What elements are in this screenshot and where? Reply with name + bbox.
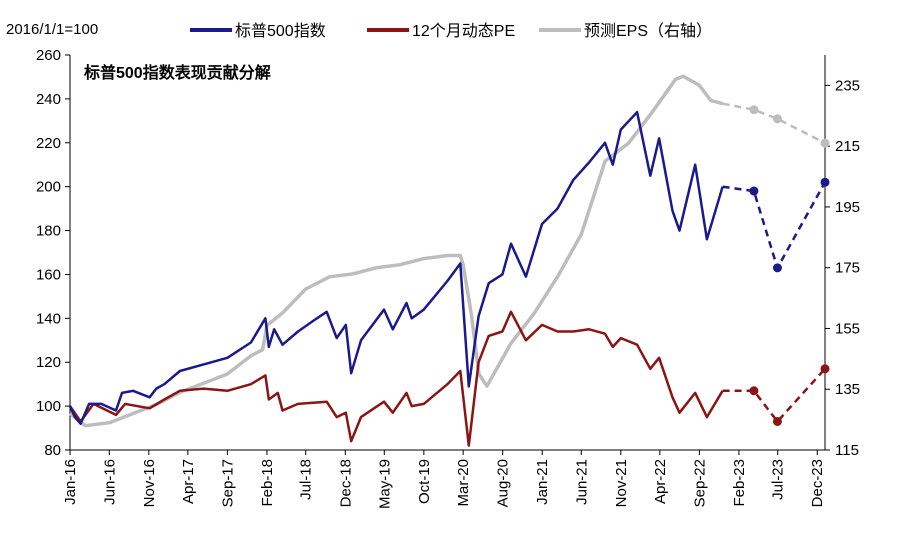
x-tick-label: Sep-17 (219, 459, 236, 507)
forecast-point-eps (820, 138, 830, 148)
y-right-tick-label: 215 (835, 138, 860, 155)
y-right-tick-label: 115 (835, 442, 859, 459)
x-tick-label: Nov-21 (613, 459, 630, 507)
y-left-tick-label: 260 (36, 47, 61, 64)
x-tick-label: Oct-19 (416, 459, 433, 504)
x-tick-label: Jun-21 (573, 459, 590, 505)
x-tick-label: Feb-23 (731, 459, 748, 507)
forecast-point-pe (772, 416, 782, 426)
chart-title: 标普500指数表现贡献分解 (83, 63, 271, 82)
legend-label-pe: 12个月动态PE (412, 22, 515, 40)
y-left-tick-label: 180 (36, 223, 61, 240)
x-tick-label: Jun-16 (101, 459, 118, 505)
y-right-tick-label: 135 (835, 381, 860, 398)
series-line-sp500 (68, 110, 724, 425)
series-forecast-eps (722, 102, 826, 145)
x-tick-label: Apr-17 (180, 459, 197, 504)
forecast-point-sp500 (820, 177, 830, 187)
y-left-tick-label: 100 (36, 398, 61, 415)
y-right-tick-label: 235 (835, 77, 860, 94)
x-tick-label: Jul-23 (770, 459, 787, 500)
y-right-tick-label: 175 (835, 260, 860, 277)
x-tick-label: Jan-16 (62, 459, 79, 505)
y-left-tick-label: 120 (36, 354, 61, 371)
x-tick-label: Dec-18 (337, 459, 354, 507)
forecast-point-sp500 (749, 186, 759, 196)
forecast-point-sp500 (772, 263, 782, 273)
y-left-tick-label: 160 (36, 266, 61, 283)
y-left-tick-label: 140 (36, 310, 61, 327)
axis-ticks: 80 100 120 140 160 180 200 220 240 260 115 135 155 17… (36, 47, 860, 509)
x-tick-label: Aug-20 (495, 459, 512, 507)
y-right-tick-label: 155 (835, 320, 860, 337)
y-left-tick-label: 220 (36, 135, 61, 152)
y-right-tick-label: 195 (835, 199, 860, 216)
x-tick-label: Apr-22 (652, 459, 669, 504)
base-note: 2016/1/1=100 (6, 21, 98, 38)
forecast-point-eps (772, 114, 782, 124)
series-forecast-pe (722, 367, 826, 424)
x-tick-label: Dec-23 (809, 459, 826, 507)
y-left-tick-label: 200 (36, 179, 61, 196)
legend-label-eps: 预测EPS（右轴） (584, 22, 712, 40)
forecast-point-eps (749, 105, 759, 115)
legend: 标普500指数 12个月动态PE 预测EPS（右轴） (190, 22, 712, 40)
forecast-point-pe (749, 386, 759, 396)
y-left-tick-label: 80 (44, 442, 61, 459)
forecast-point-pe (820, 364, 830, 374)
series-forecast-sp500 (722, 181, 827, 272)
x-tick-label: Mar-20 (455, 459, 472, 507)
x-tick-label: Jan-21 (534, 459, 551, 505)
legend-label-sp500: 标普500指数 (235, 22, 326, 40)
x-tick-label: Jul-18 (298, 459, 315, 500)
x-tick-label: May-19 (376, 459, 393, 509)
x-tick-label: Sep-22 (691, 459, 708, 507)
series-layer (68, 74, 830, 447)
y-left-tick-label: 240 (36, 91, 61, 108)
series-line-eps (68, 74, 724, 428)
x-tick-label: Feb-18 (259, 459, 276, 507)
x-tick-label: Nov-16 (141, 459, 158, 507)
series-line-pe (68, 310, 724, 447)
